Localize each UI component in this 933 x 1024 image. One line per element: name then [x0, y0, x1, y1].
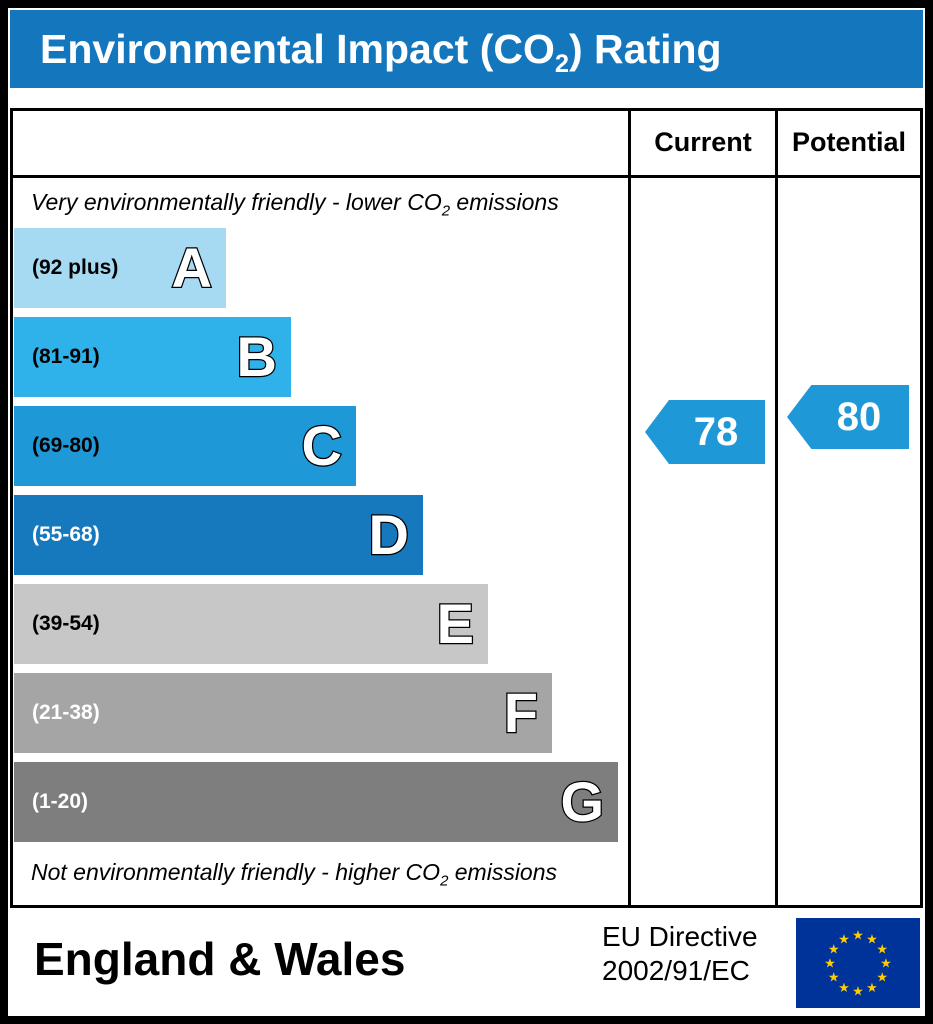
band-f: (21-38) F	[14, 673, 552, 753]
band-d-letter: D	[367, 503, 410, 566]
eu-flag-icon: ★ ★ ★ ★ ★ ★ ★ ★ ★ ★ ★ ★	[796, 918, 920, 1008]
band-d-range: (55-68)	[32, 523, 100, 546]
band-a: (92 plus) A	[14, 228, 226, 308]
svg-text:★: ★	[880, 957, 892, 972]
band-f-range: (21-38)	[32, 701, 100, 724]
top-note-subscript: 2	[441, 202, 451, 220]
region-label: England & Wales	[34, 933, 406, 985]
svg-text:★: ★	[852, 985, 864, 1000]
svg-text:★: ★	[876, 943, 888, 958]
eu-directive-line1: EU Directive	[602, 921, 758, 952]
potential-rating-arrow: 80	[787, 385, 909, 449]
svg-text:★: ★	[824, 957, 836, 972]
current-column-divider	[628, 111, 631, 905]
rating-bands: (92 plus) A (81-91) B (69-80) C (55-68) …	[14, 228, 628, 851]
svg-text:★: ★	[876, 971, 888, 986]
top-note: Very environmentally friendly - lower CO…	[31, 189, 559, 219]
band-b-range: (81-91)	[32, 345, 100, 368]
band-b: (81-91) B	[14, 317, 291, 397]
title-pre: Environmental Impact (CO	[40, 25, 555, 72]
footer: England & Wales EU Directive 2002/91/EC …	[10, 908, 923, 1014]
band-c: (69-80) C	[14, 406, 356, 486]
band-g: (1-20) G	[14, 762, 618, 842]
title-subscript: 2	[554, 49, 570, 78]
current-rating-value: 78	[693, 409, 739, 454]
eu-directive-label: EU Directive 2002/91/EC	[602, 920, 758, 988]
svg-text:★: ★	[838, 932, 850, 947]
top-note-pre: Very environmentally friendly - lower CO	[31, 189, 442, 215]
title-post: ) Rating	[569, 25, 722, 72]
band-e: (39-54) E	[14, 584, 488, 664]
band-e-letter: E	[435, 592, 475, 655]
potential-column-header: Potential	[791, 127, 906, 157]
band-a-letter: A	[170, 236, 213, 299]
band-a-range: (92 plus)	[32, 256, 119, 279]
svg-text:★: ★	[828, 943, 840, 958]
eu-directive-line2: 2002/91/EC	[602, 955, 750, 986]
band-f-letter: F	[503, 681, 540, 744]
top-note-post: emissions	[450, 189, 559, 215]
bottom-note-post: emissions	[448, 859, 558, 885]
band-d: (55-68) D	[14, 495, 423, 575]
svg-text:★: ★	[866, 932, 878, 947]
page-title-text: Environmental Impact (CO2) Rating	[40, 25, 722, 77]
page-title: Environmental Impact (CO2) Rating	[10, 10, 923, 88]
rating-chart-box: Current Potential Very environmentally f…	[10, 108, 923, 908]
band-e-range: (39-54)	[32, 612, 100, 635]
band-g-letter: G	[559, 770, 605, 833]
potential-rating-value: 80	[836, 394, 882, 439]
svg-text:★: ★	[838, 981, 850, 996]
bottom-note: Not environmentally friendly - higher CO…	[31, 859, 558, 889]
potential-column-divider	[775, 111, 778, 905]
band-c-range: (69-80)	[32, 434, 100, 457]
band-g-range: (1-20)	[32, 790, 89, 813]
header-divider	[13, 175, 920, 178]
band-b-letter: B	[235, 325, 278, 388]
svg-text:★: ★	[828, 971, 840, 986]
current-column-header: Current	[654, 127, 752, 157]
current-rating-arrow: 78	[645, 400, 765, 464]
bottom-note-subscript: 2	[440, 872, 449, 890]
band-c-letter: C	[300, 414, 343, 477]
bottom-note-pre: Not environmentally friendly - higher CO	[31, 859, 441, 885]
svg-text:★: ★	[866, 981, 878, 996]
svg-text:★: ★	[852, 929, 864, 944]
